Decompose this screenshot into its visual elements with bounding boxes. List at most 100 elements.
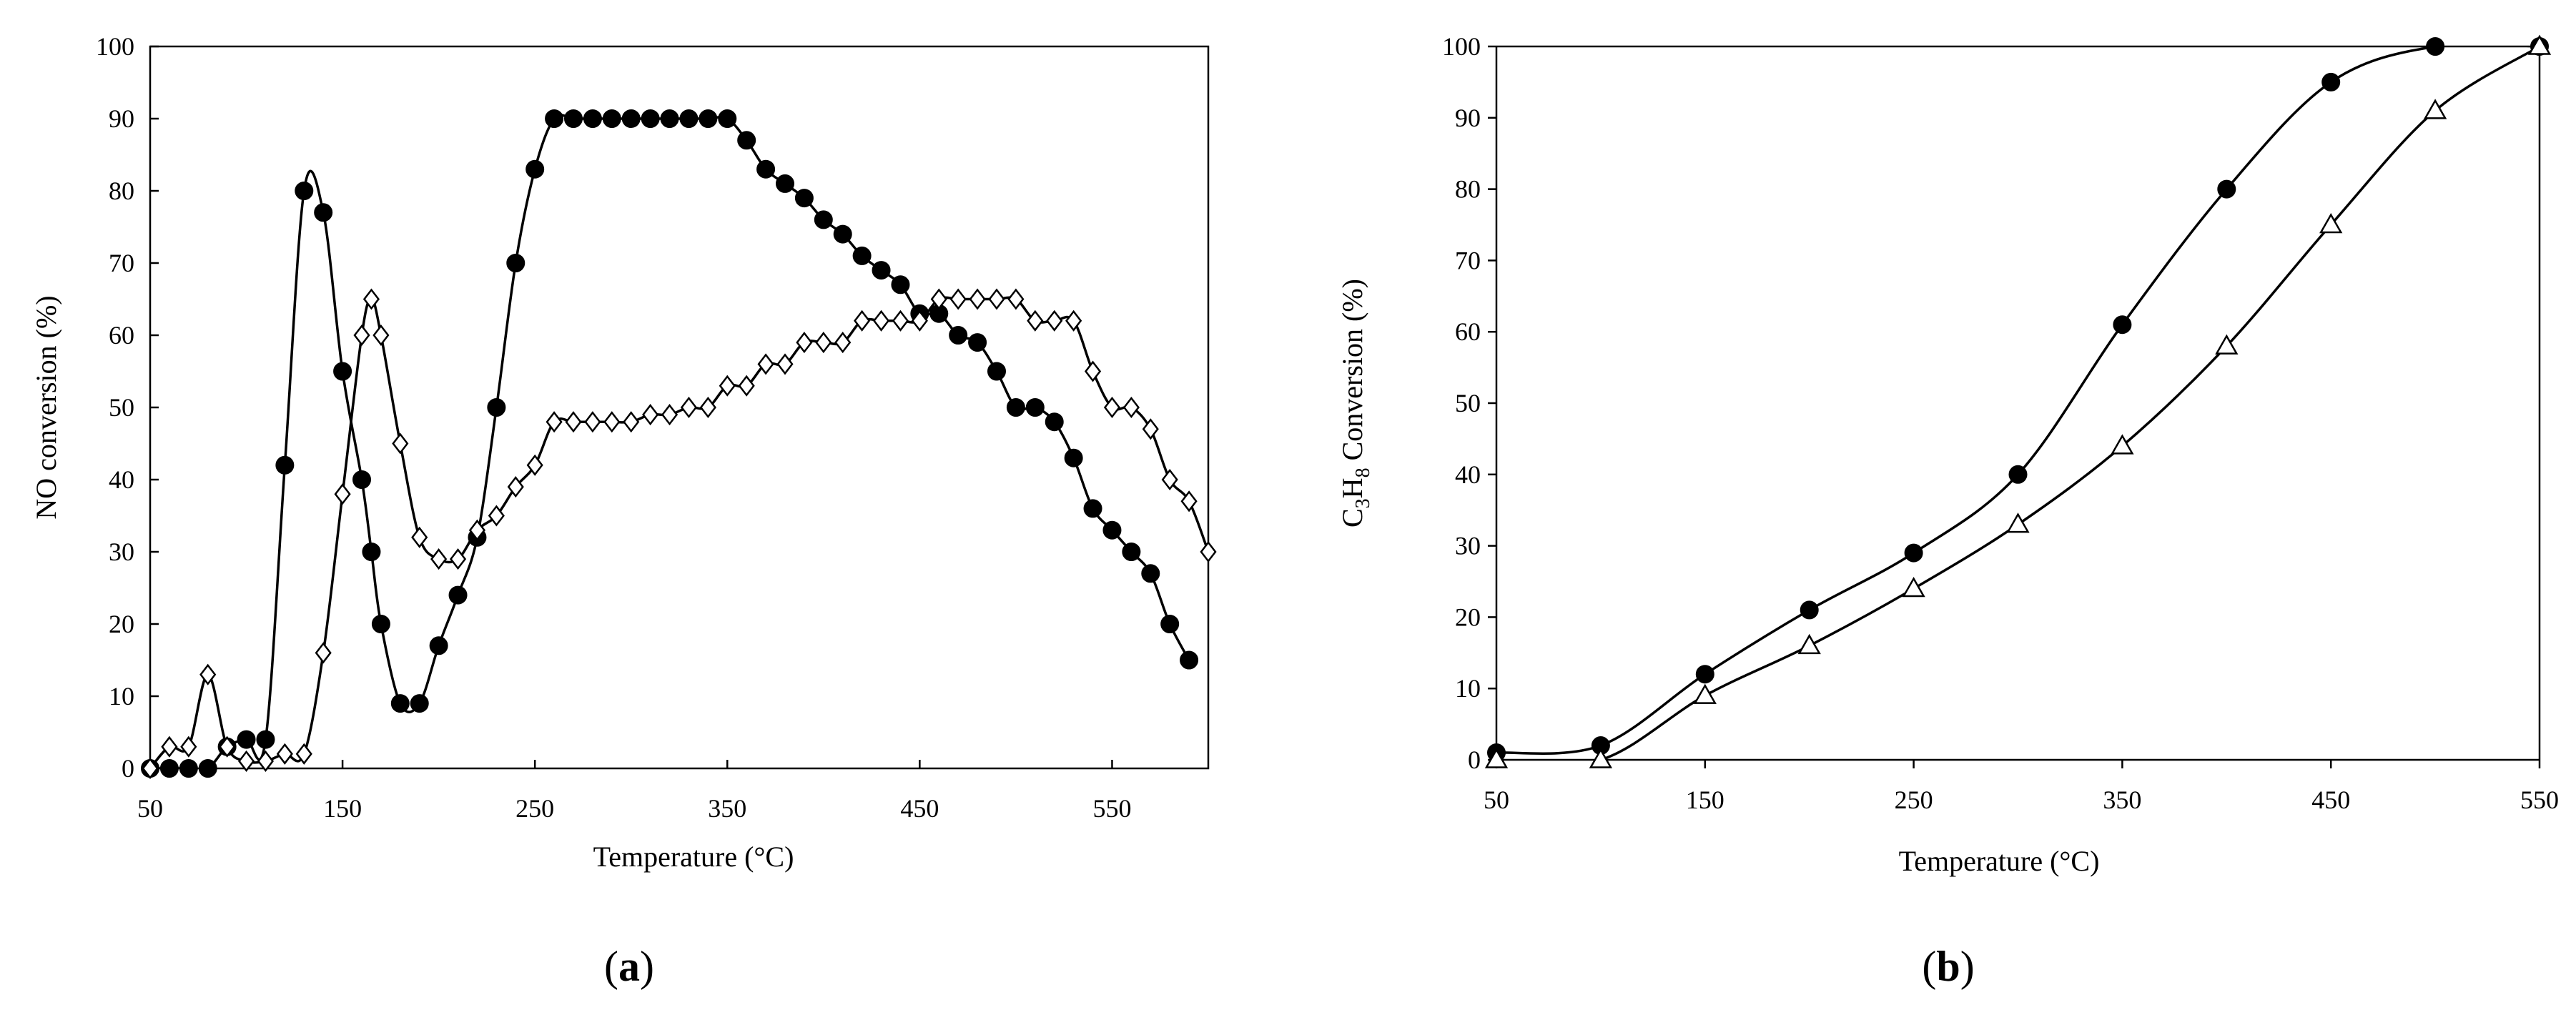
- y-axis-title-text: H: [1336, 477, 1368, 498]
- data-point-diamond-open: [1122, 396, 1140, 419]
- data-point-circle-filled: [583, 109, 602, 128]
- data-point-diamond-open: [1142, 418, 1159, 440]
- data-point-triangle-open: [2215, 334, 2239, 355]
- data-point-diamond-open: [930, 288, 947, 310]
- data-point-diamond-open: [392, 432, 409, 455]
- data-point-diamond-open: [430, 548, 448, 570]
- y-tick-label: 90: [109, 104, 134, 133]
- y-tick-label: 0: [122, 754, 134, 783]
- panel-label-letter: b: [1936, 943, 1960, 990]
- x-axis-title: Temperature (°C): [1899, 845, 2100, 877]
- data-point-circle-filled: [2321, 72, 2341, 91]
- data-point-diamond-open: [699, 396, 716, 419]
- data-point-circle-filled: [237, 730, 256, 749]
- data-point-diamond-open: [546, 411, 563, 433]
- data-point-diamond-open: [719, 375, 736, 397]
- data-point-circle-filled: [621, 109, 641, 128]
- x-tick-label: 350: [708, 794, 746, 823]
- data-point-diamond-open: [334, 483, 351, 505]
- data-point-diamond-open: [1027, 310, 1044, 332]
- data-point-circle-filled: [1064, 448, 1083, 467]
- x-tick-label: 50: [1484, 786, 1509, 814]
- data-point-triangle-open: [1693, 683, 1717, 704]
- data-point-circle-filled: [756, 159, 776, 179]
- data-point-triangle-open: [2423, 99, 2447, 119]
- data-point-diamond-open: [1046, 310, 1063, 332]
- panel-label-text: (: [1922, 943, 1936, 990]
- y-tick-label: 0: [1468, 746, 1481, 774]
- data-point-diamond-open: [1007, 288, 1025, 310]
- data-point-diamond-open: [796, 332, 813, 354]
- data-point-diamond-open: [661, 404, 678, 426]
- data-point-circle-filled: [1180, 650, 1199, 670]
- chart-panel-b: 0 10 20 30 40 50 60 70 80 90 100 50 150 250 350 450 550 T…: [1336, 32, 2559, 990]
- data-point-diamond-open: [1200, 540, 1217, 563]
- series-line-circle-filled: [1496, 46, 2540, 755]
- data-point-diamond-open: [507, 476, 524, 498]
- data-point-circle-filled: [410, 694, 429, 713]
- data-point-circle-filled: [448, 585, 468, 605]
- data-point-diamond-open: [757, 353, 774, 375]
- data-point-circle-filled: [371, 615, 390, 633]
- data-point-diamond-open: [969, 288, 986, 310]
- y-tick-label: 80: [1455, 175, 1481, 204]
- data-point-circle-filled: [660, 109, 679, 128]
- data-point-diamond-open: [180, 736, 197, 758]
- data-point-diamond-open: [680, 396, 698, 419]
- data-point-circle-filled: [1904, 543, 1923, 563]
- data-point-circle-filled: [1083, 499, 1102, 518]
- data-point-circle-filled: [506, 254, 525, 272]
- data-point-circle-filled: [2217, 179, 2236, 199]
- data-point-diamond-open: [257, 750, 275, 772]
- data-point-diamond-open: [1065, 310, 1082, 332]
- data-point-diamond-open: [1103, 396, 1121, 419]
- data-point-diamond-open: [526, 454, 543, 476]
- data-point-circle-filled: [949, 326, 968, 345]
- x-tick-label: 150: [1686, 786, 1724, 814]
- data-point-circle-filled: [429, 636, 448, 655]
- data-point-circle-filled: [737, 131, 756, 150]
- data-point-diamond-open: [815, 332, 832, 354]
- data-point-circle-filled: [891, 275, 910, 294]
- data-point-diamond-open: [911, 310, 928, 332]
- data-point-diamond-open: [565, 411, 582, 433]
- data-point-diamond-open: [295, 743, 312, 765]
- panel-label-text: ): [640, 943, 654, 990]
- data-point-diamond-open: [468, 519, 486, 541]
- data-point-circle-filled: [699, 109, 718, 128]
- data-point-circle-filled: [833, 224, 852, 244]
- panel-label-text: ): [1960, 943, 1975, 990]
- data-point-diamond-open: [199, 663, 217, 685]
- y-axis-title-subscript: 3: [1352, 498, 1374, 508]
- data-point-diamond-open: [892, 310, 909, 332]
- data-point-circle-filled: [198, 759, 217, 778]
- data-point-circle-filled: [564, 109, 583, 128]
- data-point-triangle-open: [2006, 513, 2030, 533]
- data-point-circle-filled: [2008, 465, 2028, 484]
- y-tick-label: 90: [1455, 104, 1481, 132]
- y-tick-label: 10: [1455, 674, 1481, 703]
- y-axis-title: C3H8 Conversion (%): [1336, 279, 1374, 528]
- data-point-diamond-open: [988, 288, 1005, 310]
- data-point-circle-filled: [1006, 398, 1025, 417]
- y-tick-label: 40: [109, 465, 134, 494]
- data-point-triangle-open: [2319, 212, 2343, 234]
- x-tick-label: 450: [900, 794, 939, 823]
- data-point-circle-filled: [1695, 665, 1714, 684]
- y-tick-label: 50: [1455, 389, 1481, 417]
- data-point-diamond-open: [315, 642, 332, 664]
- data-point-circle-filled: [525, 159, 545, 179]
- data-point-circle-filled: [256, 730, 275, 749]
- x-tick-label: 450: [2311, 786, 2350, 814]
- data-point-diamond-open: [872, 310, 890, 332]
- data-point-diamond-open: [219, 736, 236, 758]
- data-point-diamond-open: [372, 324, 390, 347]
- data-point-triangle-open: [1589, 748, 1613, 768]
- data-point-circle-filled: [295, 182, 314, 200]
- data-point-circle-filled: [987, 362, 1006, 381]
- x-tick-label: 550: [1092, 794, 1131, 823]
- data-point-diamond-open: [1084, 360, 1102, 382]
- y-axis-title-subscript: 8: [1352, 467, 1374, 477]
- data-point-diamond-open: [142, 757, 159, 780]
